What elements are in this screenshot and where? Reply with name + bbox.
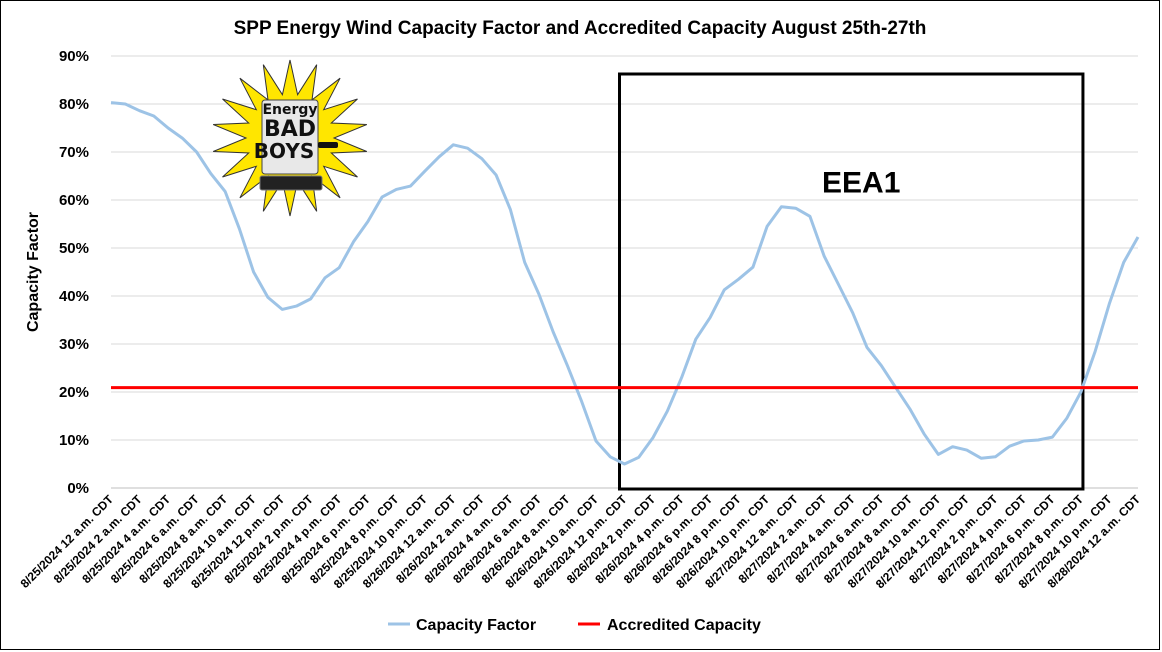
eea1-label: EEA1 <box>822 166 900 199</box>
y-tick-label: 0% <box>67 480 89 497</box>
logo-panel <box>261 99 319 175</box>
energy-bad-boys-logo: Energy BAD BOYS <box>213 59 367 217</box>
y-tick-label: 20% <box>59 384 89 401</box>
y-tick-label: 80% <box>59 96 89 113</box>
y-axis-label: Capacity Factor <box>25 212 42 332</box>
y-tick-label: 60% <box>59 192 89 209</box>
series-capacity-factor-line <box>110 101 1140 466</box>
y-tick-label: 10% <box>59 432 89 449</box>
sunglasses-icon <box>318 142 338 148</box>
legend-label-capacity-factor: Capacity Factor <box>416 617 536 634</box>
legend-label-accredited-capacity: Accredited Capacity <box>607 617 761 634</box>
y-tick-label: 90% <box>59 48 89 65</box>
gridlines <box>111 55 1138 441</box>
outlet-icon <box>259 175 323 191</box>
y-tick-label: 40% <box>59 288 89 305</box>
y-tick-label: 50% <box>59 240 89 257</box>
logo-text-energy: Energy <box>262 102 317 118</box>
eea1-box <box>618 72 1085 491</box>
y-tick-label: 70% <box>59 144 89 161</box>
chart-title: SPP Energy Wind Capacity Factor and Accr… <box>234 18 927 39</box>
legend: Capacity Factor Accredited Capacity <box>388 617 761 634</box>
logo-text-bad: BAD <box>264 117 316 142</box>
y-axis-ticks: 0% 10% 20% 30% 40% 50% 60% 70% 80% 90% <box>59 48 89 497</box>
logo-text-boys: BOYS <box>254 139 314 163</box>
y-tick-label: 30% <box>59 336 89 353</box>
